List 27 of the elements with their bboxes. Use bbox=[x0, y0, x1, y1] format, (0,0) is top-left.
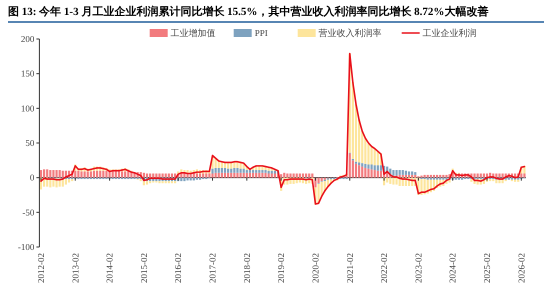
x-tick-label: 2020-02 bbox=[310, 253, 320, 283]
x-tick-label: 2024-02 bbox=[448, 253, 458, 283]
chart-title: 图 13: 今年 1-3 月工业企业利润累计同比增长 15.5%，其中营业收入利润率同比增长 8.72%大幅改善 bbox=[8, 5, 488, 18]
x-tick-label: 2022-02 bbox=[379, 253, 390, 283]
x-tick-label: 2021-02 bbox=[344, 253, 355, 283]
x-tick-label: 2018-02 bbox=[242, 253, 252, 283]
x-tick-label: 2019-02 bbox=[276, 253, 286, 283]
x-tick-label: 2017-02 bbox=[208, 253, 218, 283]
x-tick-label: 2013-02 bbox=[70, 253, 80, 283]
x-tick-label: 2025-02 bbox=[482, 253, 492, 283]
x-tick-label: 2023-02 bbox=[413, 253, 424, 283]
legend-label: 营业收入利润率 bbox=[318, 28, 382, 38]
x-tick-label: 2016-02 bbox=[173, 253, 184, 283]
legend-label: 工业增加值 bbox=[170, 28, 216, 38]
legend-label: PPI bbox=[254, 28, 268, 38]
y-tick-label: 100 bbox=[20, 103, 35, 114]
y-tick-label: 200 bbox=[20, 34, 35, 44]
legend-label: 工业企业利润 bbox=[422, 28, 477, 38]
y-tick-label: -50 bbox=[22, 207, 35, 218]
x-tick-label: 2014-02 bbox=[104, 253, 115, 283]
y-tick-label: 0 bbox=[30, 172, 35, 183]
x-tick-label: 2026-02 bbox=[516, 253, 526, 283]
y-tick-label: 50 bbox=[25, 138, 35, 148]
x-tick-label: 2015-02 bbox=[138, 253, 149, 283]
y-tick-label: 150 bbox=[20, 68, 35, 79]
y-tick-label: -100 bbox=[18, 242, 35, 252]
x-tick-label: 2012-02 bbox=[36, 253, 46, 283]
